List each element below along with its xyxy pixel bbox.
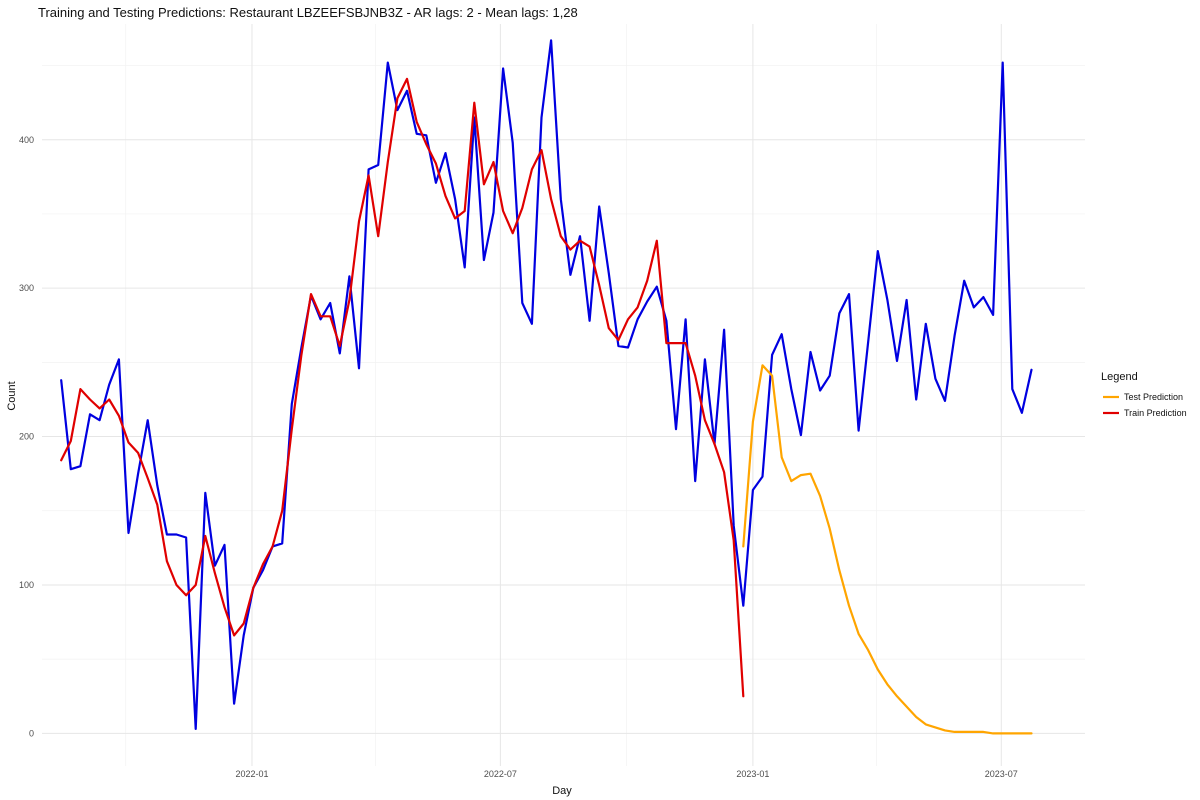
x-tick-label: 2022-01 — [235, 769, 268, 779]
chart-title: Training and Testing Predictions: Restau… — [38, 5, 578, 20]
series-line-train-prediction — [60, 77, 745, 698]
plot-series — [60, 39, 1033, 735]
y-tick-label: 300 — [19, 283, 34, 293]
legend-label: Train Prediction — [1124, 408, 1187, 418]
legend-label: Test Prediction — [1124, 392, 1183, 402]
y-tick-label: 400 — [19, 135, 34, 145]
series-line-actual — [60, 39, 1033, 730]
legend: Legend Test Prediction Train Prediction — [1101, 371, 1187, 418]
x-tick-label: 2023-01 — [736, 769, 769, 779]
series-line-test-prediction — [742, 364, 1033, 735]
legend-title: Legend — [1101, 371, 1138, 383]
x-tick-label: 2022-07 — [484, 769, 517, 779]
y-tick-label: 0 — [29, 728, 34, 738]
y-tick-label: 100 — [19, 580, 34, 590]
plot-grid — [42, 24, 1085, 766]
y-axis-title: Count — [6, 381, 18, 410]
x-axis-title: Day — [552, 785, 572, 797]
x-axis-ticks: 2022-01 2022-07 2023-01 2023-07 — [235, 769, 1017, 779]
x-tick-label: 2023-07 — [985, 769, 1018, 779]
y-axis-ticks: 0 100 200 300 400 — [19, 135, 34, 739]
y-tick-label: 200 — [19, 432, 34, 442]
